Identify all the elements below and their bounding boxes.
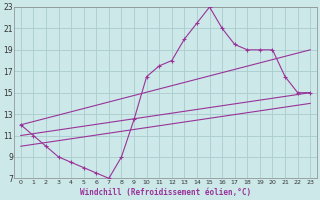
X-axis label: Windchill (Refroidissement éolien,°C): Windchill (Refroidissement éolien,°C) [80,188,251,197]
